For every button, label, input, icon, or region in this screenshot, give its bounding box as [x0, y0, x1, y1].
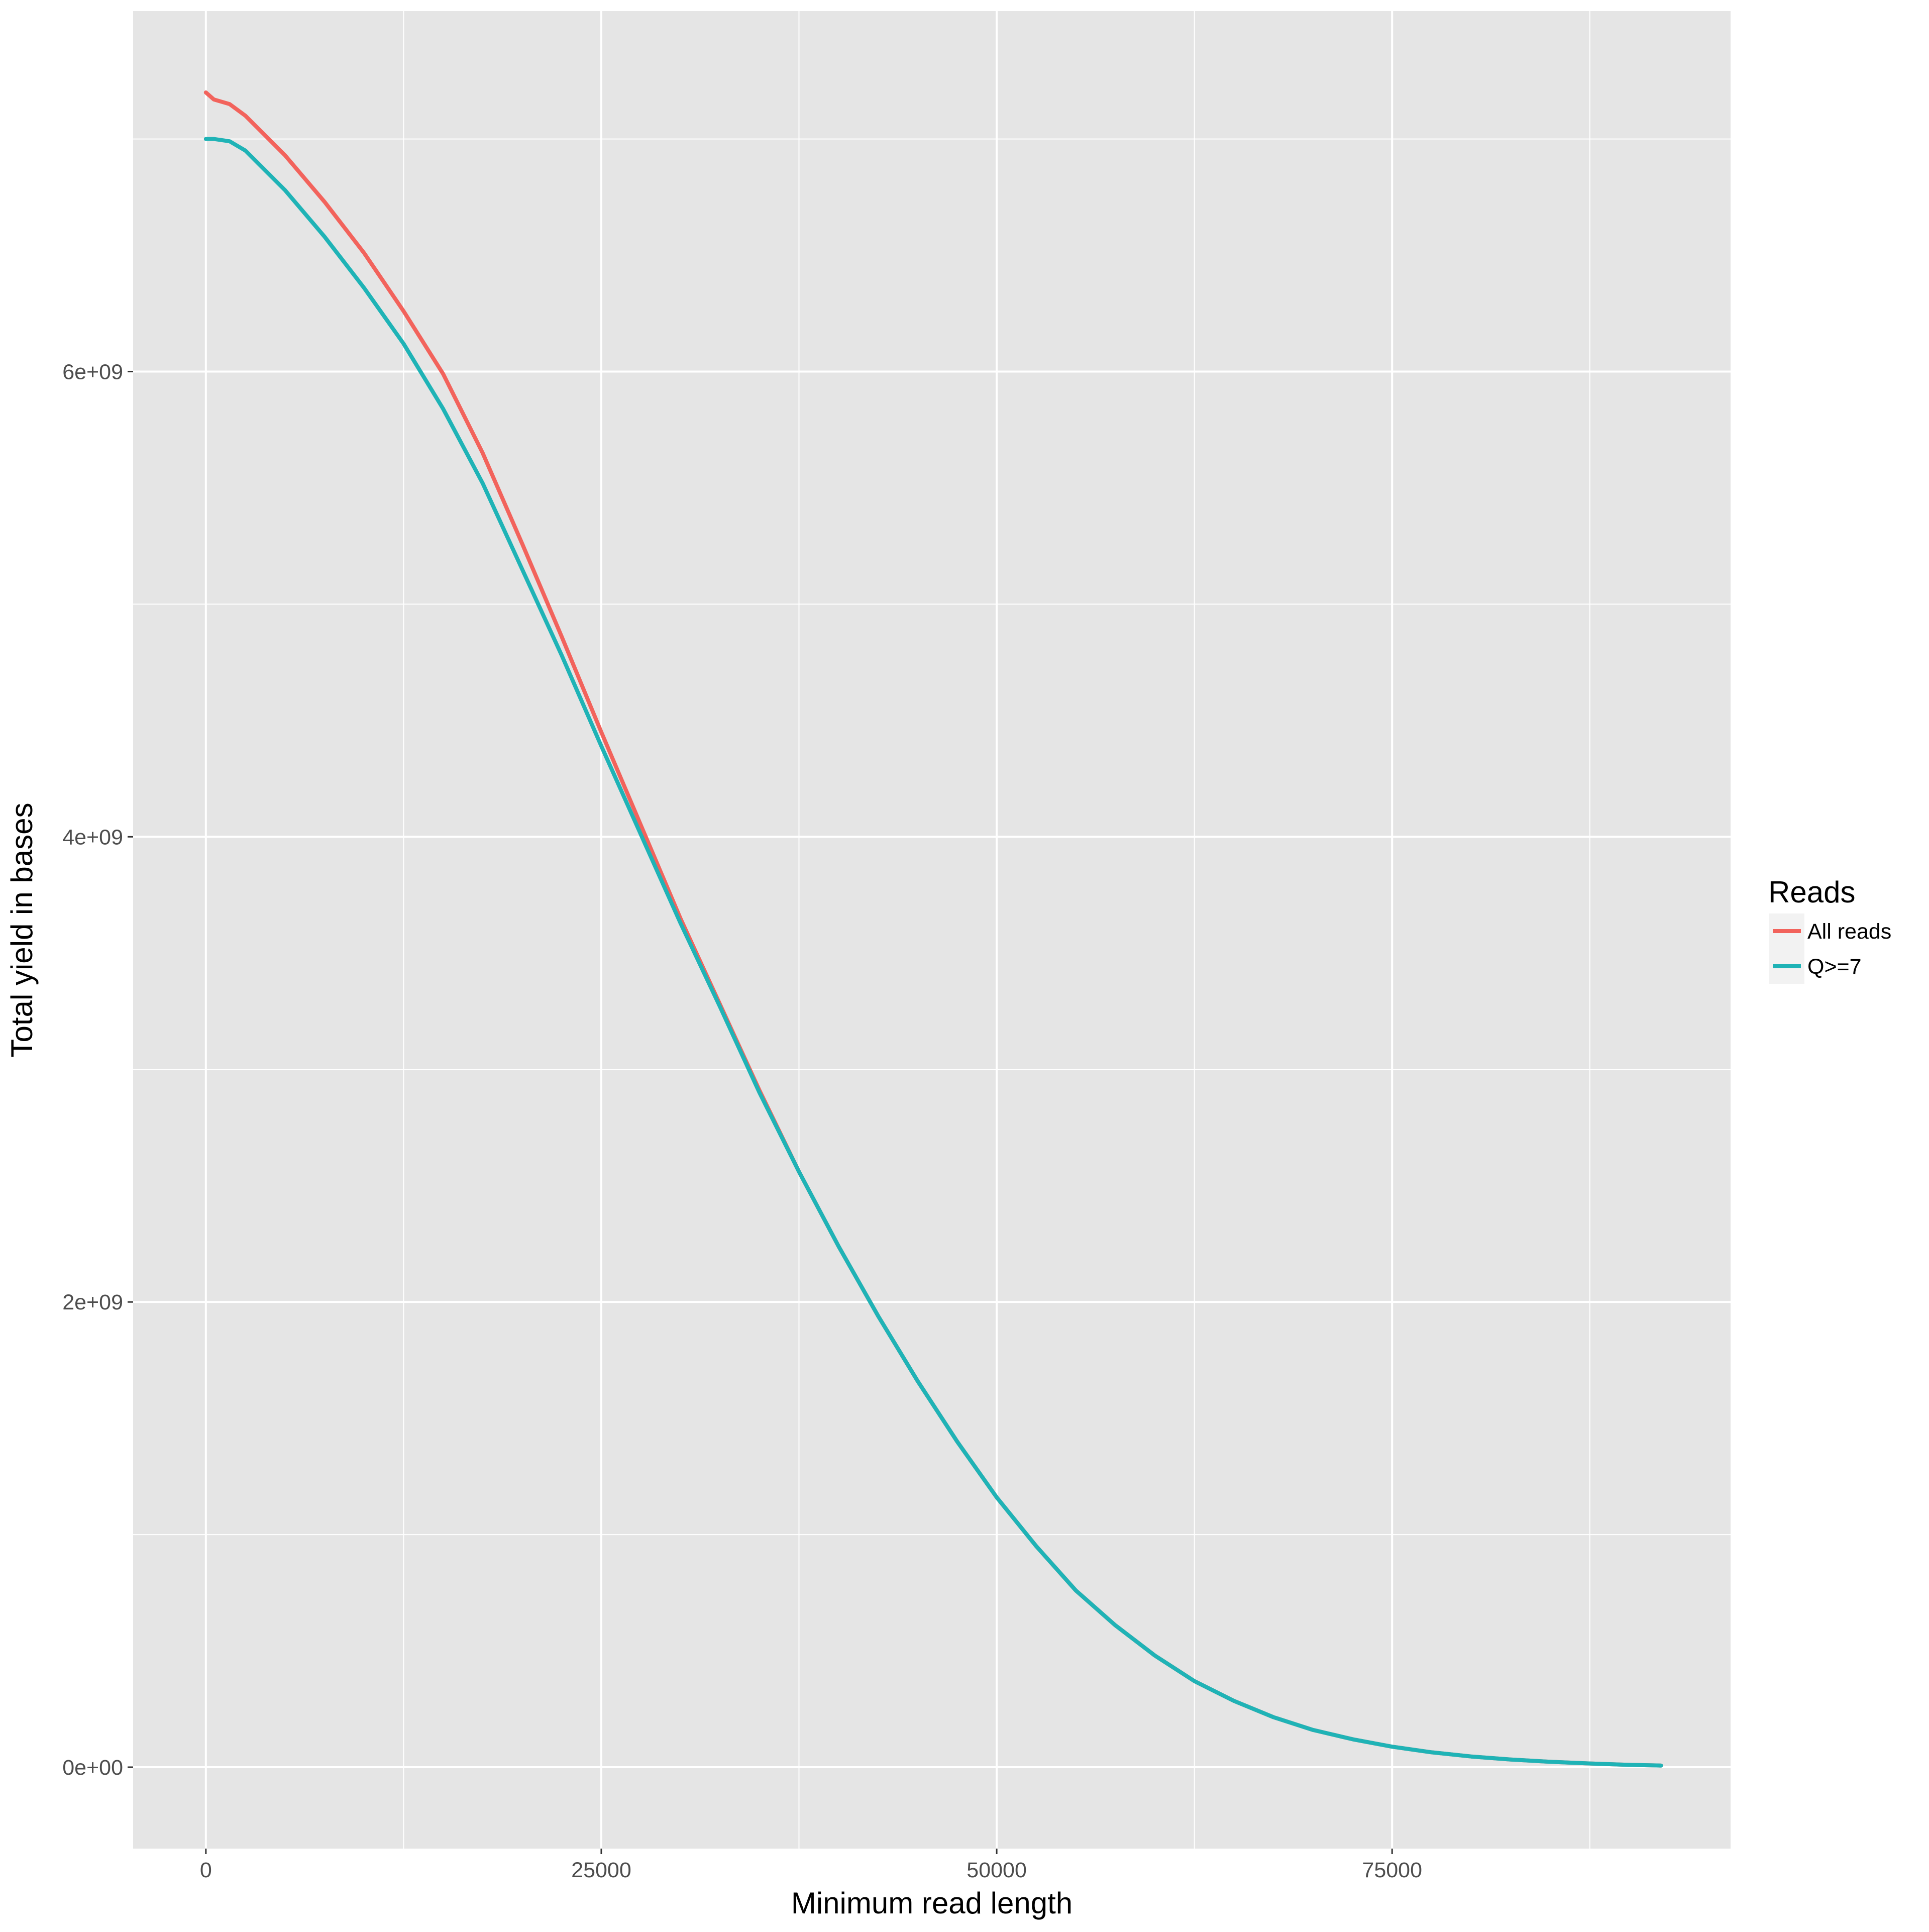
legend: Reads All reads Q>=7 — [1768, 875, 1891, 984]
plot-panel — [133, 11, 1731, 1849]
x-axis-title: Minimum read length — [791, 1886, 1073, 1920]
series-layer — [203, 90, 1663, 1768]
series-line-q7 — [203, 137, 1663, 1768]
x-tick-label: 75000 — [1362, 1858, 1422, 1882]
x-tick-label: 0 — [200, 1858, 212, 1882]
x-tick-label: 25000 — [571, 1858, 631, 1882]
legend-entry-all-reads: All reads — [1769, 913, 1891, 949]
y-tick-label: 4e+09 — [62, 825, 123, 849]
legend-entry-q7: Q>=7 — [1769, 949, 1862, 984]
legend-label-all-reads: All reads — [1807, 920, 1891, 944]
x-axis: 0 25000 50000 75000 — [200, 1849, 1422, 1882]
legend-label-q7: Q>=7 — [1807, 955, 1862, 979]
y-tick-label: 6e+09 — [62, 360, 123, 384]
minor-gridlines — [133, 11, 1731, 1849]
legend-title: Reads — [1768, 875, 1855, 909]
y-tick-label: 0e+00 — [62, 1756, 123, 1780]
x-tick-label: 50000 — [967, 1858, 1027, 1882]
y-tick-label: 2e+09 — [62, 1290, 123, 1314]
y-axis-title: Total yield in bases — [5, 803, 39, 1058]
y-axis: 0e+00 2e+09 4e+09 6e+09 — [62, 360, 133, 1780]
major-gridlines — [133, 11, 1731, 1849]
